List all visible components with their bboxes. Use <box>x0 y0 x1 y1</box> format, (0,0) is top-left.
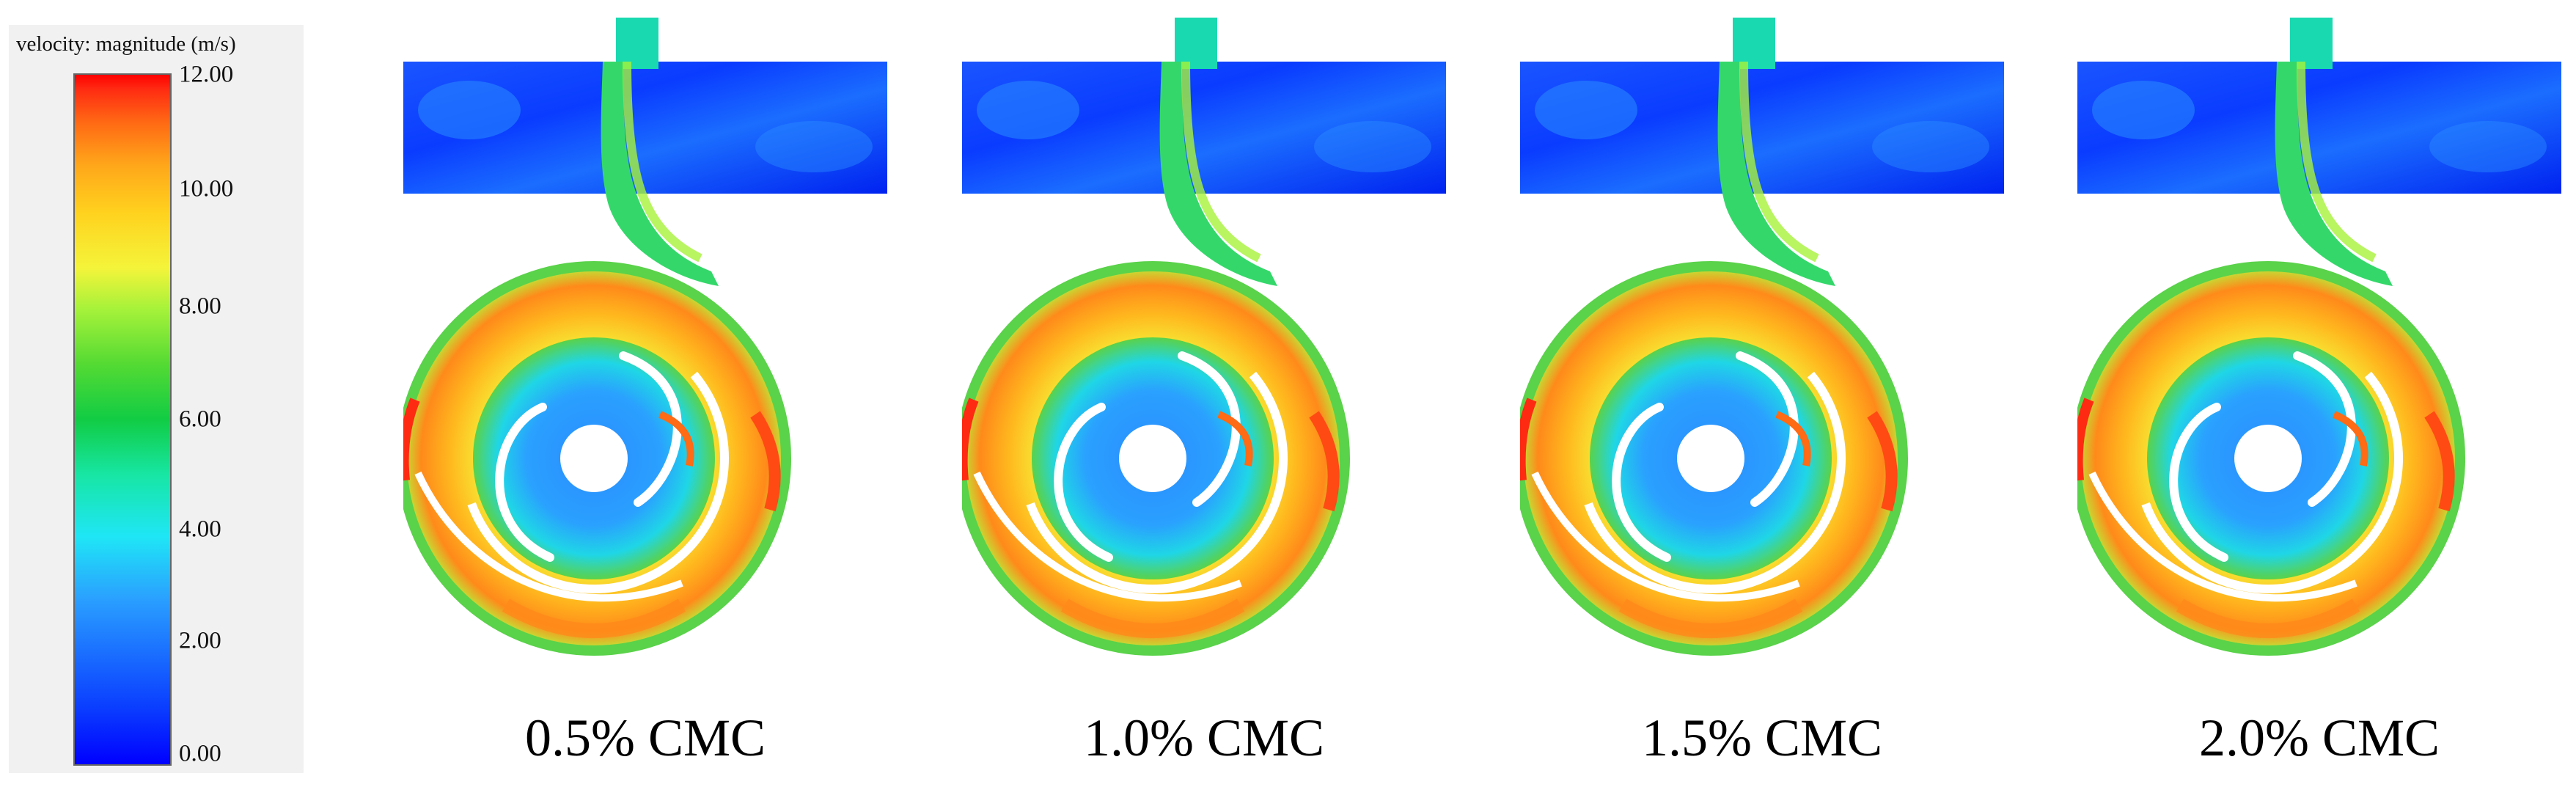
pump-panel-1-5-cmc: 1.5% CMC <box>1520 0 2077 787</box>
discharge-jet <box>601 62 719 286</box>
tick-label-6: 6.00 <box>179 406 221 433</box>
panel-caption: 0.5% CMC <box>524 709 766 767</box>
tick-label-8: 8.00 <box>179 293 221 320</box>
discharge-jet <box>1159 62 1277 286</box>
tick-label-12: 12.00 <box>179 61 234 88</box>
color-bar <box>73 73 172 766</box>
pump-contour-diagram <box>962 18 1446 656</box>
tick-label-4: 4.00 <box>179 516 221 543</box>
pump-contour-diagram <box>2077 18 2561 656</box>
velocity-legend: velocity: magnitude (m/s) 12.00 10.00 8.… <box>0 0 308 787</box>
tick-label-10: 10.00 <box>179 175 234 202</box>
pump-panel-0-5-cmc: 0.5% CMC <box>403 0 961 787</box>
pump-panel-2-0-cmc: 2.0% CMC <box>2077 0 2576 787</box>
hub-hole <box>1119 425 1186 492</box>
discharge-jet <box>2275 62 2393 286</box>
tick-label-2: 2.00 <box>179 627 221 654</box>
pump-panel-1-0-cmc: 1.0% CMC <box>962 0 1519 787</box>
hub-hole <box>1677 425 1744 492</box>
hub-hole <box>560 425 628 492</box>
tick-label-0: 0.00 <box>179 740 221 767</box>
panel-caption: 2.0% CMC <box>2198 709 2440 767</box>
legend-title: velocity: magnitude (m/s) <box>16 32 236 56</box>
panel-caption: 1.5% CMC <box>1641 709 1883 767</box>
pump-contour-diagram <box>1520 18 2004 656</box>
hub-hole <box>2234 425 2302 492</box>
discharge-jet <box>1717 62 1835 286</box>
pump-contour-diagram <box>403 18 887 656</box>
panel-caption: 1.0% CMC <box>1083 709 1325 767</box>
